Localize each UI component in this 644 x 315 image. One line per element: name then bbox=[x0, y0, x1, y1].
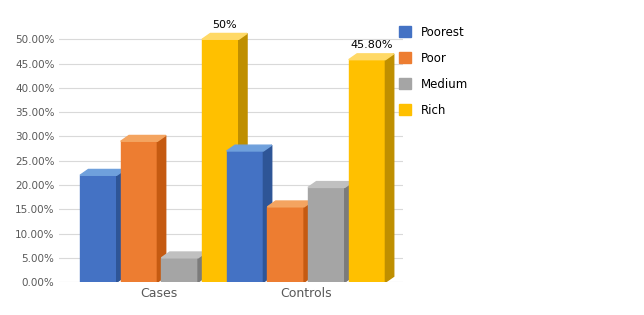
Polygon shape bbox=[117, 169, 125, 282]
Bar bbox=[227, 151, 263, 282]
Polygon shape bbox=[267, 201, 312, 207]
Bar bbox=[267, 207, 304, 282]
Polygon shape bbox=[80, 169, 125, 175]
Bar bbox=[349, 60, 385, 282]
Polygon shape bbox=[239, 33, 247, 282]
Polygon shape bbox=[349, 54, 393, 60]
Polygon shape bbox=[157, 135, 166, 282]
Text: 50%: 50% bbox=[213, 20, 237, 30]
Text: 45.80%: 45.80% bbox=[350, 40, 392, 50]
Polygon shape bbox=[308, 182, 353, 187]
Bar bbox=[308, 187, 345, 282]
Polygon shape bbox=[345, 182, 353, 282]
Bar bbox=[120, 141, 157, 282]
Polygon shape bbox=[120, 135, 166, 141]
Bar bbox=[202, 39, 239, 282]
Polygon shape bbox=[202, 33, 247, 39]
Polygon shape bbox=[304, 201, 312, 282]
Polygon shape bbox=[227, 145, 272, 151]
Polygon shape bbox=[263, 145, 272, 282]
Polygon shape bbox=[198, 252, 206, 282]
Legend: Poorest, Poor, Medium, Rich: Poorest, Poor, Medium, Rich bbox=[394, 21, 473, 121]
Polygon shape bbox=[162, 252, 206, 258]
Polygon shape bbox=[385, 54, 393, 282]
Bar bbox=[162, 258, 198, 282]
Bar bbox=[80, 175, 117, 282]
